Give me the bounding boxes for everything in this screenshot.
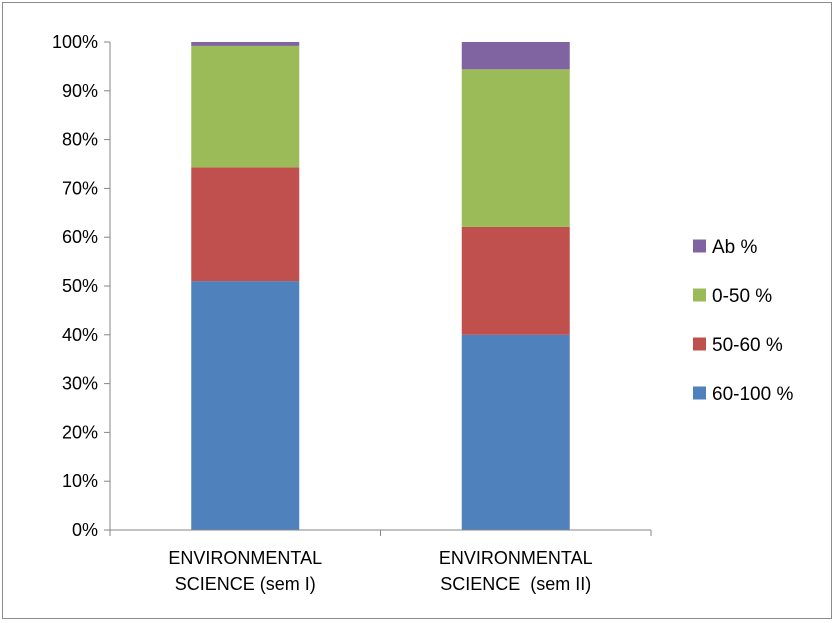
y-tick-label: 50% xyxy=(62,276,98,296)
bar-50-60-cat-1 xyxy=(191,167,300,282)
bar-ab-cat-1 xyxy=(191,42,300,46)
legend-item-50-60: 50-60 % xyxy=(693,335,783,356)
x-category-label: ENVIRONMENTAL SCIENCE (sem II) xyxy=(439,548,593,594)
legend-label: 50-60 % xyxy=(712,335,783,356)
y-tick-label: 90% xyxy=(62,81,98,101)
bar-60-100-cat-1 xyxy=(191,281,300,530)
legend: Ab % 0-50 % 50-60 % 60-100 % xyxy=(693,237,793,405)
legend-swatch xyxy=(693,337,706,351)
y-tick-label: 70% xyxy=(62,178,98,198)
y-tick-label: 40% xyxy=(62,325,98,345)
bar-ab-cat-2 xyxy=(461,42,570,70)
legend-label: Ab % xyxy=(712,237,758,258)
y-tick-label: 60% xyxy=(62,227,98,247)
bar-0-50-cat-1 xyxy=(191,45,300,168)
y-tick-label: 100% xyxy=(52,32,98,52)
y-tick-label: 20% xyxy=(62,422,98,442)
axes: 0% 10% 20% 30% 40% 50% 60% 70% 80% 90% 100% ENVIRON… xyxy=(52,32,652,594)
y-tick-label: 80% xyxy=(62,130,98,150)
legend-item-60-100: 60-100 % xyxy=(693,384,793,405)
y-tick-label: 30% xyxy=(62,374,98,394)
y-tick-label: 0% xyxy=(72,520,98,540)
legend-swatch xyxy=(693,386,706,400)
bar-0-50-cat-2 xyxy=(461,69,570,227)
legend-swatch xyxy=(693,239,706,253)
legend-swatch xyxy=(693,288,706,302)
bar-60-100-cat-2 xyxy=(461,334,570,530)
legend-item-ab: Ab % xyxy=(693,237,758,258)
legend-label: 60-100 % xyxy=(712,384,793,405)
y-tick-label: 10% xyxy=(62,471,98,491)
legend-label: 0-50 % xyxy=(712,286,772,307)
x-category-label: ENVIRONMENTAL SCIENCE (sem I) xyxy=(168,548,322,594)
plot-area xyxy=(191,42,570,530)
bar-50-60-cat-2 xyxy=(461,226,570,335)
legend-item-0-50: 0-50 % xyxy=(693,286,772,307)
